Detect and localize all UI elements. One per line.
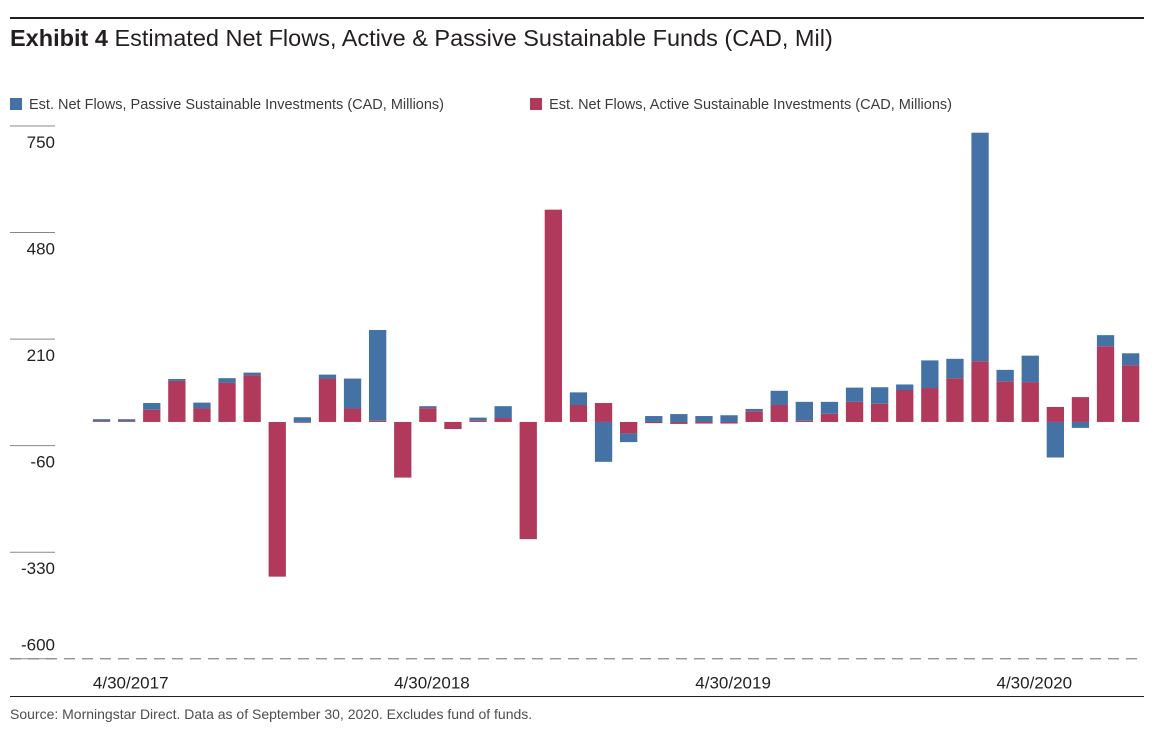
svg-text:480: 480 [27,240,55,259]
svg-text:-330: -330 [21,559,55,578]
svg-text:4/30/2017: 4/30/2017 [93,674,169,693]
svg-text:210: 210 [27,346,55,365]
svg-text:-600: -600 [21,636,55,655]
svg-text:-60: -60 [30,453,55,472]
svg-text:4/30/2019: 4/30/2019 [695,674,771,693]
svg-text:4/30/2020: 4/30/2020 [997,674,1073,693]
svg-text:4/30/2018: 4/30/2018 [394,674,470,693]
svg-text:750: 750 [27,133,55,152]
